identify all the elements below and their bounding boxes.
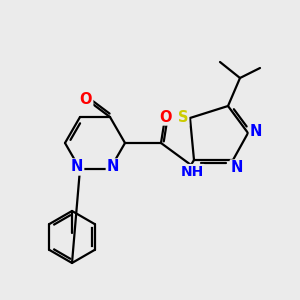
Text: NH: NH bbox=[180, 165, 204, 179]
Text: N: N bbox=[71, 160, 83, 175]
Text: O: O bbox=[159, 110, 171, 124]
Text: N: N bbox=[231, 160, 243, 175]
Text: N: N bbox=[250, 124, 262, 139]
Text: N: N bbox=[107, 160, 119, 175]
Text: O: O bbox=[80, 92, 92, 106]
Text: S: S bbox=[178, 110, 188, 125]
